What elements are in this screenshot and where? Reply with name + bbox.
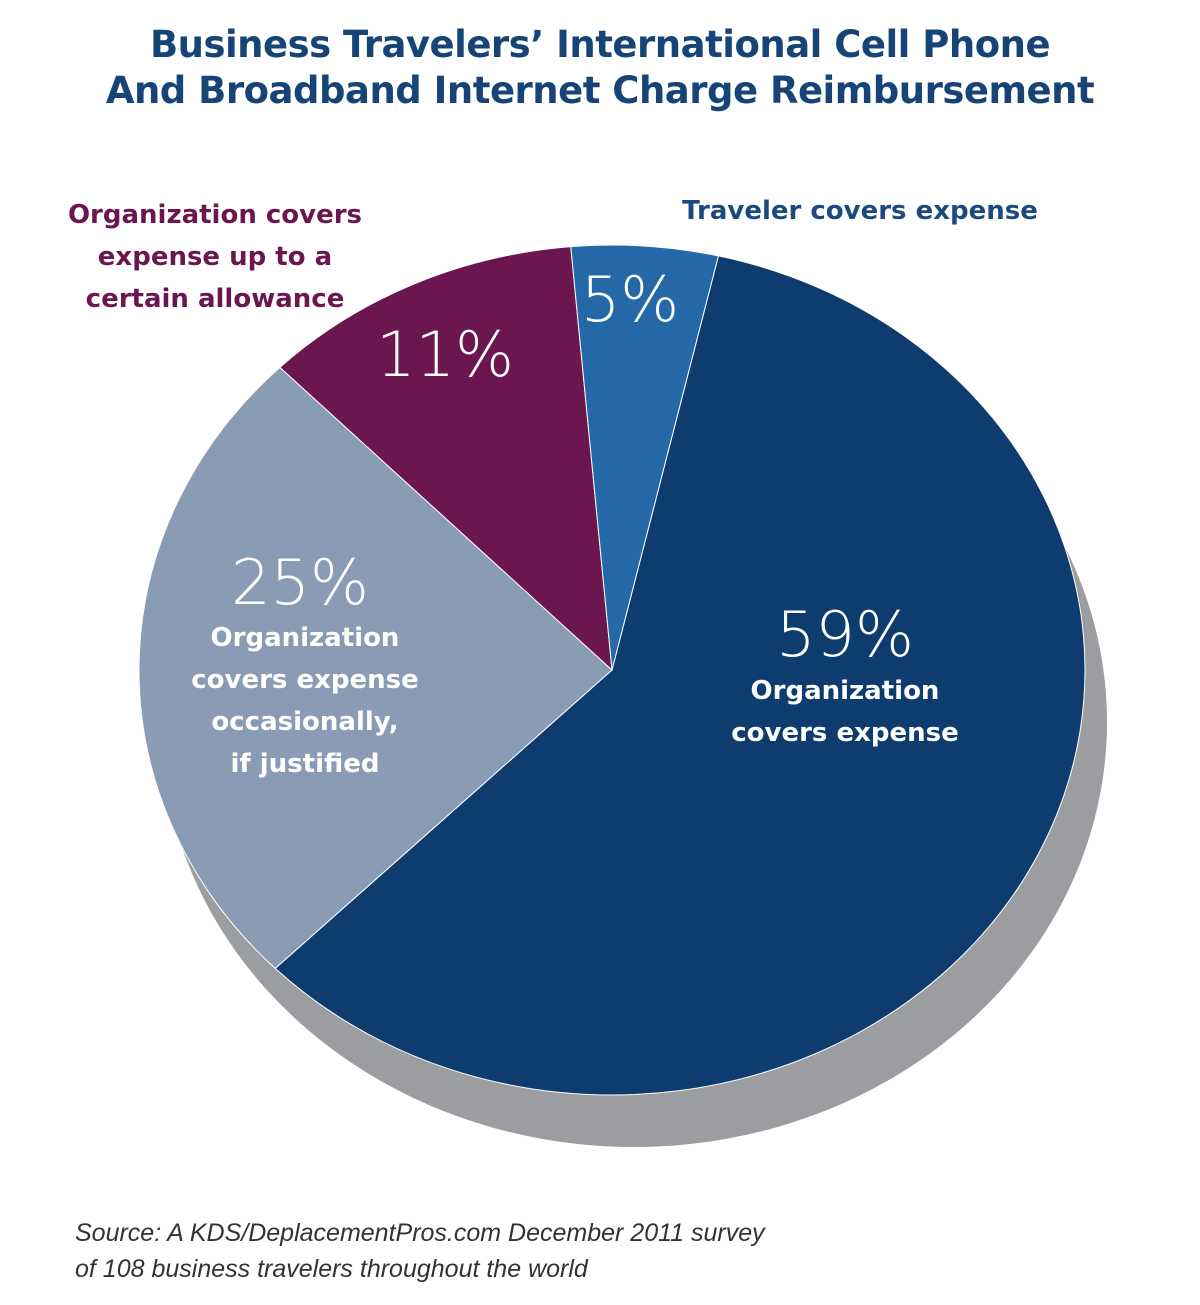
label-line: Organization <box>210 623 400 653</box>
label-line: covers expense <box>191 665 419 695</box>
label-covers: Organization covers expense <box>690 670 1000 754</box>
title-line-2: And Broadband Internet Charge Reimbursem… <box>105 69 1095 112</box>
label-line: certain allowance <box>85 284 345 314</box>
title-line-1: Business Travelers’ International Cell P… <box>149 23 1051 66</box>
value-label-5: 5% <box>580 263 680 336</box>
label-line: Traveler covers expense <box>682 196 1038 226</box>
label-allowance: Organization covers expense up to a cert… <box>40 194 390 320</box>
value-label-25: 25% <box>231 546 369 619</box>
label-line: expense up to a <box>97 242 333 272</box>
label-line: occasionally, <box>211 707 399 737</box>
value-label-11: 11% <box>376 318 514 391</box>
label-traveler: Traveler covers expense <box>640 190 1080 232</box>
pie-slice-25 <box>138 366 613 970</box>
pie-slice-11 <box>279 246 613 672</box>
label-line: Organization <box>750 676 940 706</box>
label-line: if justified <box>230 749 380 779</box>
label-line: covers expense <box>731 718 959 748</box>
value-label-59: 59% <box>776 598 914 671</box>
pie-slice-5 <box>570 244 720 671</box>
source-line-1: Source: A KDS/DeplacementPros.com Decemb… <box>75 1219 765 1247</box>
label-occasionally: Organization covers expense occasionally… <box>150 617 460 785</box>
pie-slice-59 <box>274 255 1086 1096</box>
source-line-2: of 108 business travelers throughout the… <box>75 1255 588 1283</box>
source-note: Source: A KDS/DeplacementPros.com Decemb… <box>75 1215 765 1287</box>
label-line: Organization covers <box>67 200 363 230</box>
chart-title: Business Travelers’ International Cell P… <box>0 22 1200 114</box>
